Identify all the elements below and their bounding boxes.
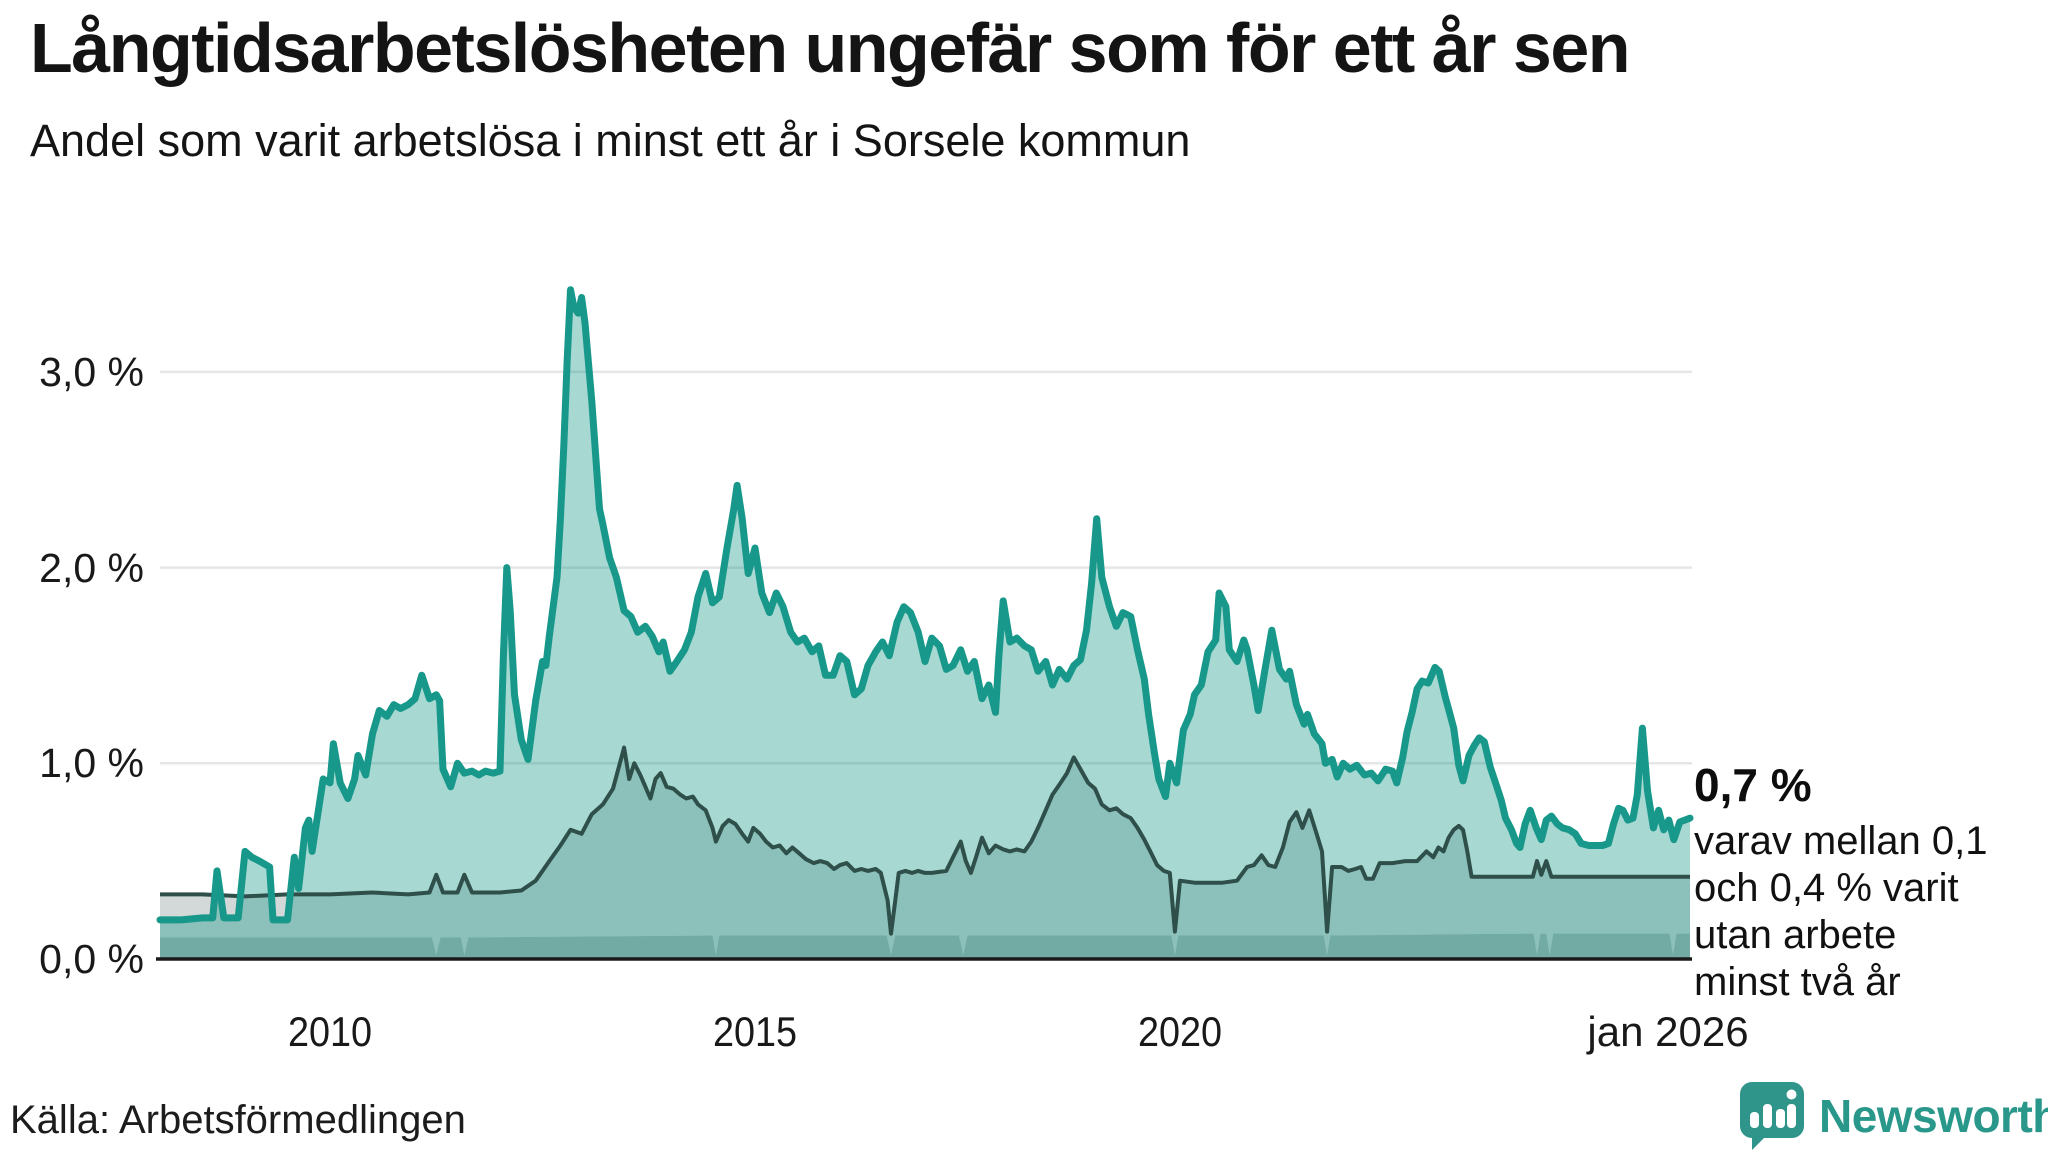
x-axis-label-jan-2026: jan 2026 — [1587, 1008, 1749, 1055]
annotation-two-year-range: varav mellan 0,1 och 0,4 % varit utan ar… — [1694, 818, 2034, 1006]
gridlines — [160, 370, 1692, 765]
x-axis-label-2015: 2015 — [712, 1008, 798, 1055]
annotation-line: varav mellan 0,1 — [1694, 819, 1988, 863]
annotation-line: utan arbete — [1694, 913, 1897, 957]
newsworthy-wordmark: Newsworthy — [1819, 1090, 2048, 1142]
one-year-unemployment-line — [156, 286, 1694, 924]
annotation-latest-value: 0,7 % — [1694, 759, 1812, 811]
two-year-lower-bound-area — [160, 933, 1690, 959]
newsworthy-logo: Newsworthy — [1738, 1080, 2048, 1152]
x-axis-label-2010: 2010 — [287, 1008, 373, 1055]
annotation-line: minst två år — [1694, 960, 1901, 1004]
y-axis-label-1: 1,0 % — [39, 740, 144, 786]
page-subtitle: Andel som varit arbetslösa i minst ett å… — [30, 115, 1191, 166]
y-axis-label-0: 0,0 % — [39, 936, 144, 982]
gridline — [160, 370, 1692, 765]
y-axis-label-2: 2,0 % — [39, 545, 144, 591]
x-axis-label-2020: 2020 — [1137, 1008, 1223, 1055]
one-year-unemployment-area — [160, 289, 1690, 959]
y-axis-label-3: 3,0 % — [39, 349, 144, 395]
page-title: Långtidsarbetslösheten ungefär som för e… — [30, 9, 1631, 87]
two-year-interval-band-area — [160, 747, 1690, 956]
annotation-line: och 0,4 % varit — [1694, 866, 1959, 910]
source-note: Källa: Arbetsförmedlingen — [10, 1098, 466, 1142]
newsworthy-speech-bubble-chart-icon — [1740, 1082, 1804, 1150]
two-year-upper-bound-line — [160, 745, 1690, 936]
